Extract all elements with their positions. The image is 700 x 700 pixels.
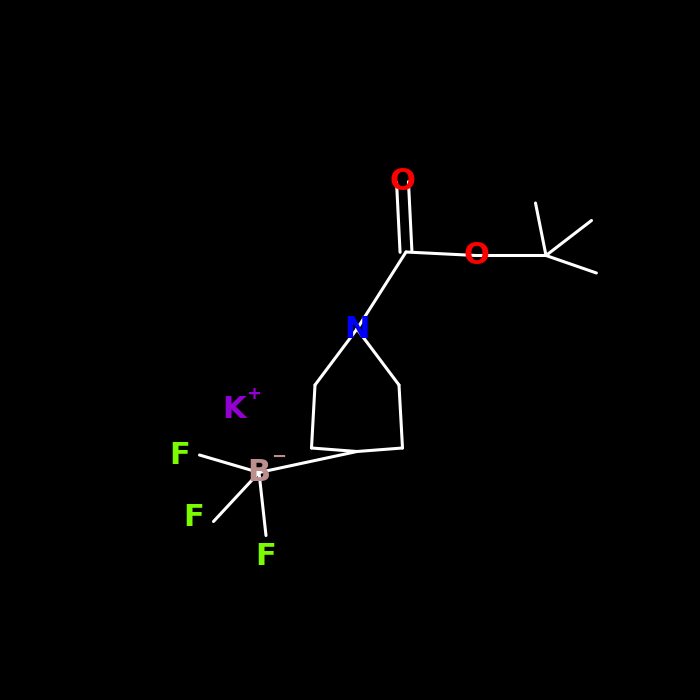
Text: O: O <box>390 167 415 197</box>
Text: −: − <box>271 448 286 466</box>
Text: F: F <box>183 503 204 533</box>
Text: O: O <box>463 241 489 270</box>
Text: F: F <box>256 542 276 571</box>
Text: K: K <box>223 395 246 424</box>
Text: +: + <box>246 385 262 403</box>
Text: B: B <box>247 458 271 487</box>
Text: F: F <box>169 440 190 470</box>
Text: N: N <box>344 314 370 344</box>
